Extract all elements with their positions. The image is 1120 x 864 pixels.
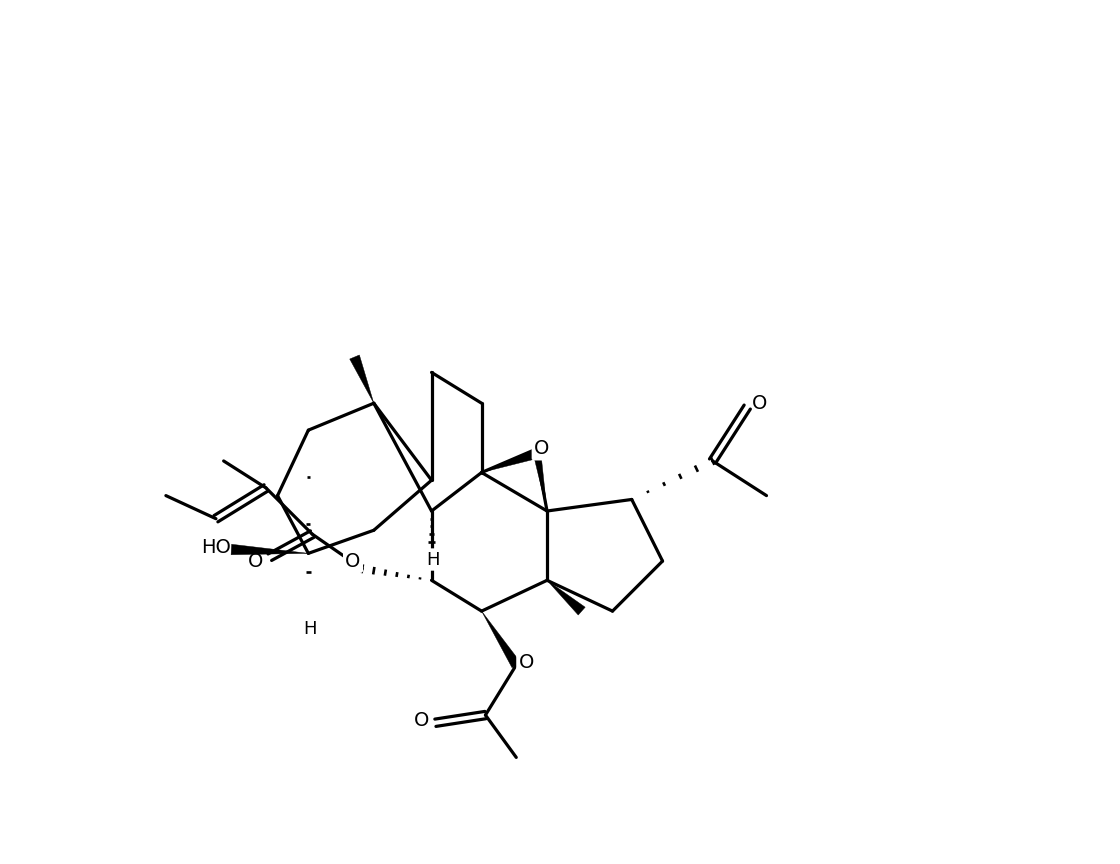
Polygon shape	[547, 581, 585, 615]
Text: HO: HO	[200, 538, 231, 557]
Text: O: O	[249, 551, 263, 570]
Text: O: O	[752, 394, 767, 413]
Text: O: O	[414, 711, 429, 730]
Polygon shape	[231, 544, 308, 555]
Text: H: H	[427, 550, 440, 569]
Text: O: O	[534, 439, 549, 458]
Polygon shape	[349, 355, 374, 403]
Polygon shape	[533, 453, 547, 511]
Text: O: O	[345, 551, 361, 570]
Polygon shape	[482, 611, 521, 668]
Text: H: H	[304, 619, 317, 638]
Polygon shape	[482, 452, 534, 473]
Text: O: O	[519, 653, 534, 672]
